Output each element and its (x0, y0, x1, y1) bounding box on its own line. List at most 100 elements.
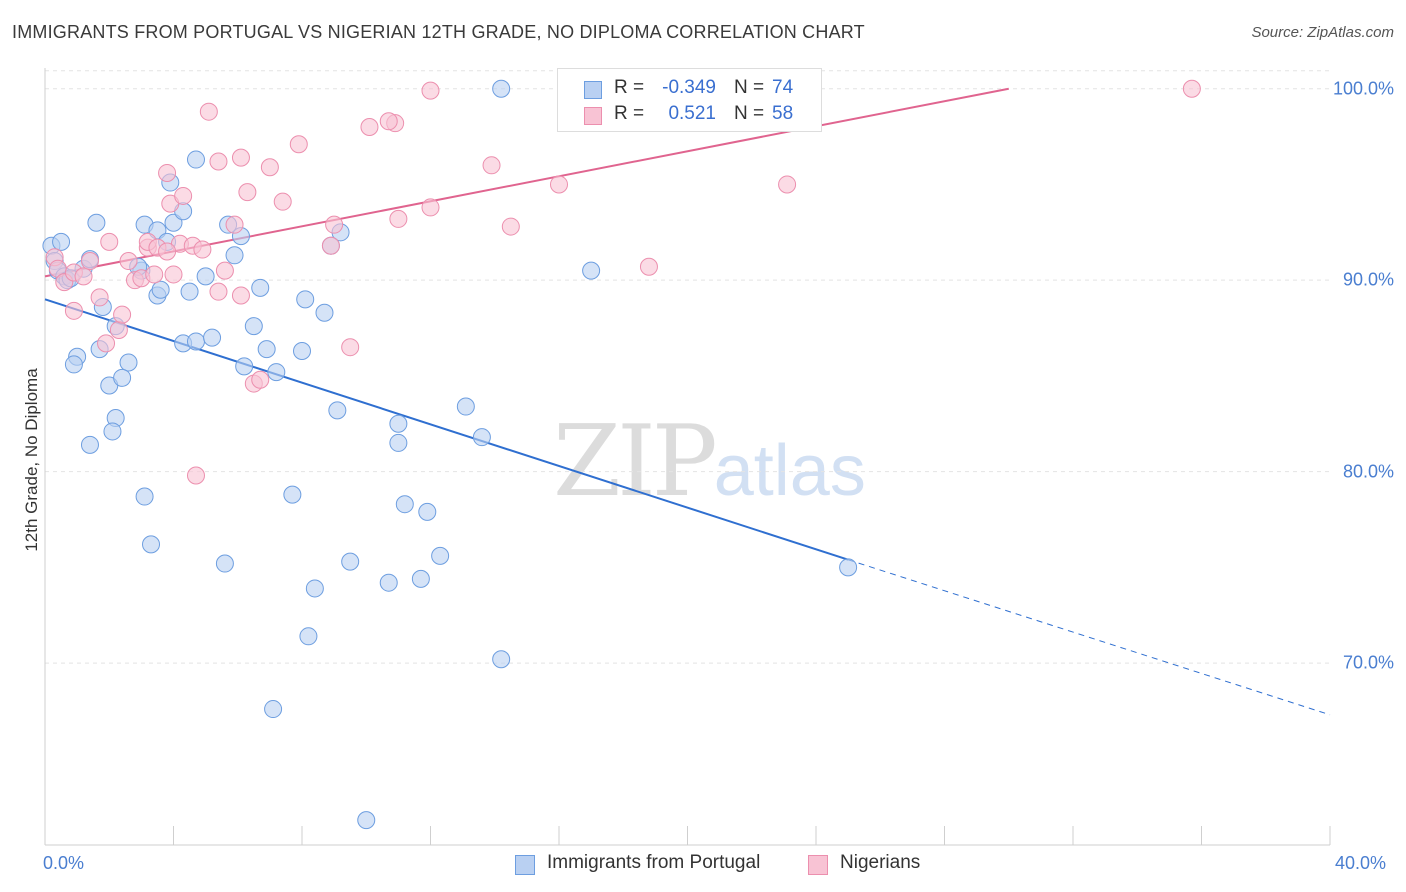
data-points (42, 79, 1201, 830)
point-portugal (244, 317, 263, 336)
point-nigerians (273, 192, 292, 211)
point-nigerians (550, 175, 568, 194)
point-nigerians (231, 286, 250, 305)
point-nigerians (341, 338, 360, 357)
point-nigerians (199, 102, 218, 121)
point-portugal (151, 280, 170, 299)
point-nigerians (209, 282, 228, 301)
point-portugal (215, 554, 234, 573)
point-portugal (186, 150, 205, 169)
legend-row-nigerians: R = 0.521 N = 58 (558, 103, 821, 129)
point-nigerians (501, 217, 520, 236)
legend-n-value: 74 (772, 77, 794, 98)
point-portugal (582, 261, 601, 280)
legend-row-portugal: R = -0.349 N = 74 (558, 77, 821, 103)
point-nigerians (145, 265, 164, 284)
point-portugal (103, 422, 122, 441)
point-nigerians (238, 183, 257, 202)
point-nigerians (321, 236, 340, 255)
point-nigerians (260, 158, 279, 177)
point-portugal (839, 558, 858, 577)
point-nigerians (482, 156, 501, 175)
x-tick-max: 40.0% (1335, 853, 1387, 873)
legend-swatch-nigerians (584, 107, 602, 125)
point-nigerians (209, 152, 228, 171)
point-nigerians (421, 81, 440, 100)
point-nigerians (360, 118, 379, 137)
point-nigerians (325, 215, 344, 234)
series-swatch-portugal (515, 855, 535, 875)
point-portugal (64, 355, 83, 374)
point-nigerians (64, 301, 83, 320)
legend-n-label: N = (734, 103, 765, 124)
y-tick-label: 90.0% (1342, 269, 1394, 290)
trend-line-portugal-extension (847, 559, 1331, 716)
point-portugal (267, 363, 286, 382)
point-portugal (341, 552, 360, 571)
point-portugal (257, 340, 276, 359)
point-portugal (225, 246, 244, 265)
point-nigerians (639, 257, 658, 276)
point-nigerians (186, 466, 205, 485)
point-nigerians (231, 148, 250, 167)
point-nigerians (74, 267, 93, 286)
point-nigerians (90, 288, 109, 307)
point-portugal (196, 267, 215, 286)
legend-r-label: R = (614, 77, 645, 98)
x-tick-min: 0.0% (43, 853, 85, 873)
point-portugal (395, 495, 414, 514)
point-nigerians (158, 242, 177, 261)
point-nigerians (1182, 79, 1201, 98)
point-nigerians (215, 261, 234, 280)
point-portugal (283, 485, 302, 504)
point-portugal (328, 401, 347, 420)
point-nigerians (389, 209, 408, 228)
point-portugal (299, 627, 318, 646)
point-nigerians (109, 320, 128, 339)
point-portugal (235, 357, 254, 376)
point-nigerians (251, 370, 270, 389)
point-portugal (135, 487, 154, 506)
source-credit: Source: ZipAtlas.com (1251, 24, 1394, 41)
point-nigerians (80, 252, 99, 271)
legend-r-value: 0.521 (668, 103, 716, 124)
stats-legend: R = -0.349 N = 74 R = 0.521 N = 58 (557, 68, 822, 132)
point-nigerians (158, 163, 177, 182)
point-portugal (164, 213, 183, 232)
point-portugal (379, 573, 398, 592)
point-portugal (80, 435, 99, 454)
point-portugal (142, 535, 161, 554)
point-portugal (293, 342, 311, 361)
series-swatch-nigerians (808, 855, 828, 875)
point-portugal (492, 79, 511, 98)
axes (44, 68, 1331, 846)
point-nigerians (113, 305, 132, 324)
chart-title: IMMIGRANTS FROM PORTUGAL VS NIGERIAN 12T… (12, 22, 865, 42)
point-nigerians (225, 215, 244, 234)
point-portugal (87, 213, 106, 232)
point-portugal (411, 569, 430, 588)
point-portugal (305, 579, 324, 598)
legend-n-label: N = (734, 77, 765, 98)
point-portugal (492, 650, 511, 669)
series-label-portugal: Immigrants from Portugal (547, 852, 761, 873)
y-tick-label: 100.0% (1332, 78, 1394, 99)
trend-line-portugal (44, 298, 849, 561)
legend-r-value: -0.349 (662, 77, 716, 98)
legend-n-value: 58 (772, 103, 794, 124)
point-nigerians (421, 198, 440, 217)
point-portugal (357, 811, 376, 830)
point-portugal (264, 700, 283, 719)
point-portugal (389, 433, 408, 452)
trend-lines (44, 87, 1331, 716)
point-portugal (180, 282, 199, 301)
point-portugal (456, 397, 475, 416)
point-portugal (251, 278, 270, 297)
series-label-nigerians: Nigerians (840, 852, 921, 873)
point-nigerians (100, 232, 119, 251)
point-portugal (315, 303, 334, 322)
point-portugal (52, 232, 71, 251)
point-portugal (113, 368, 132, 387)
point-nigerians (289, 135, 308, 154)
